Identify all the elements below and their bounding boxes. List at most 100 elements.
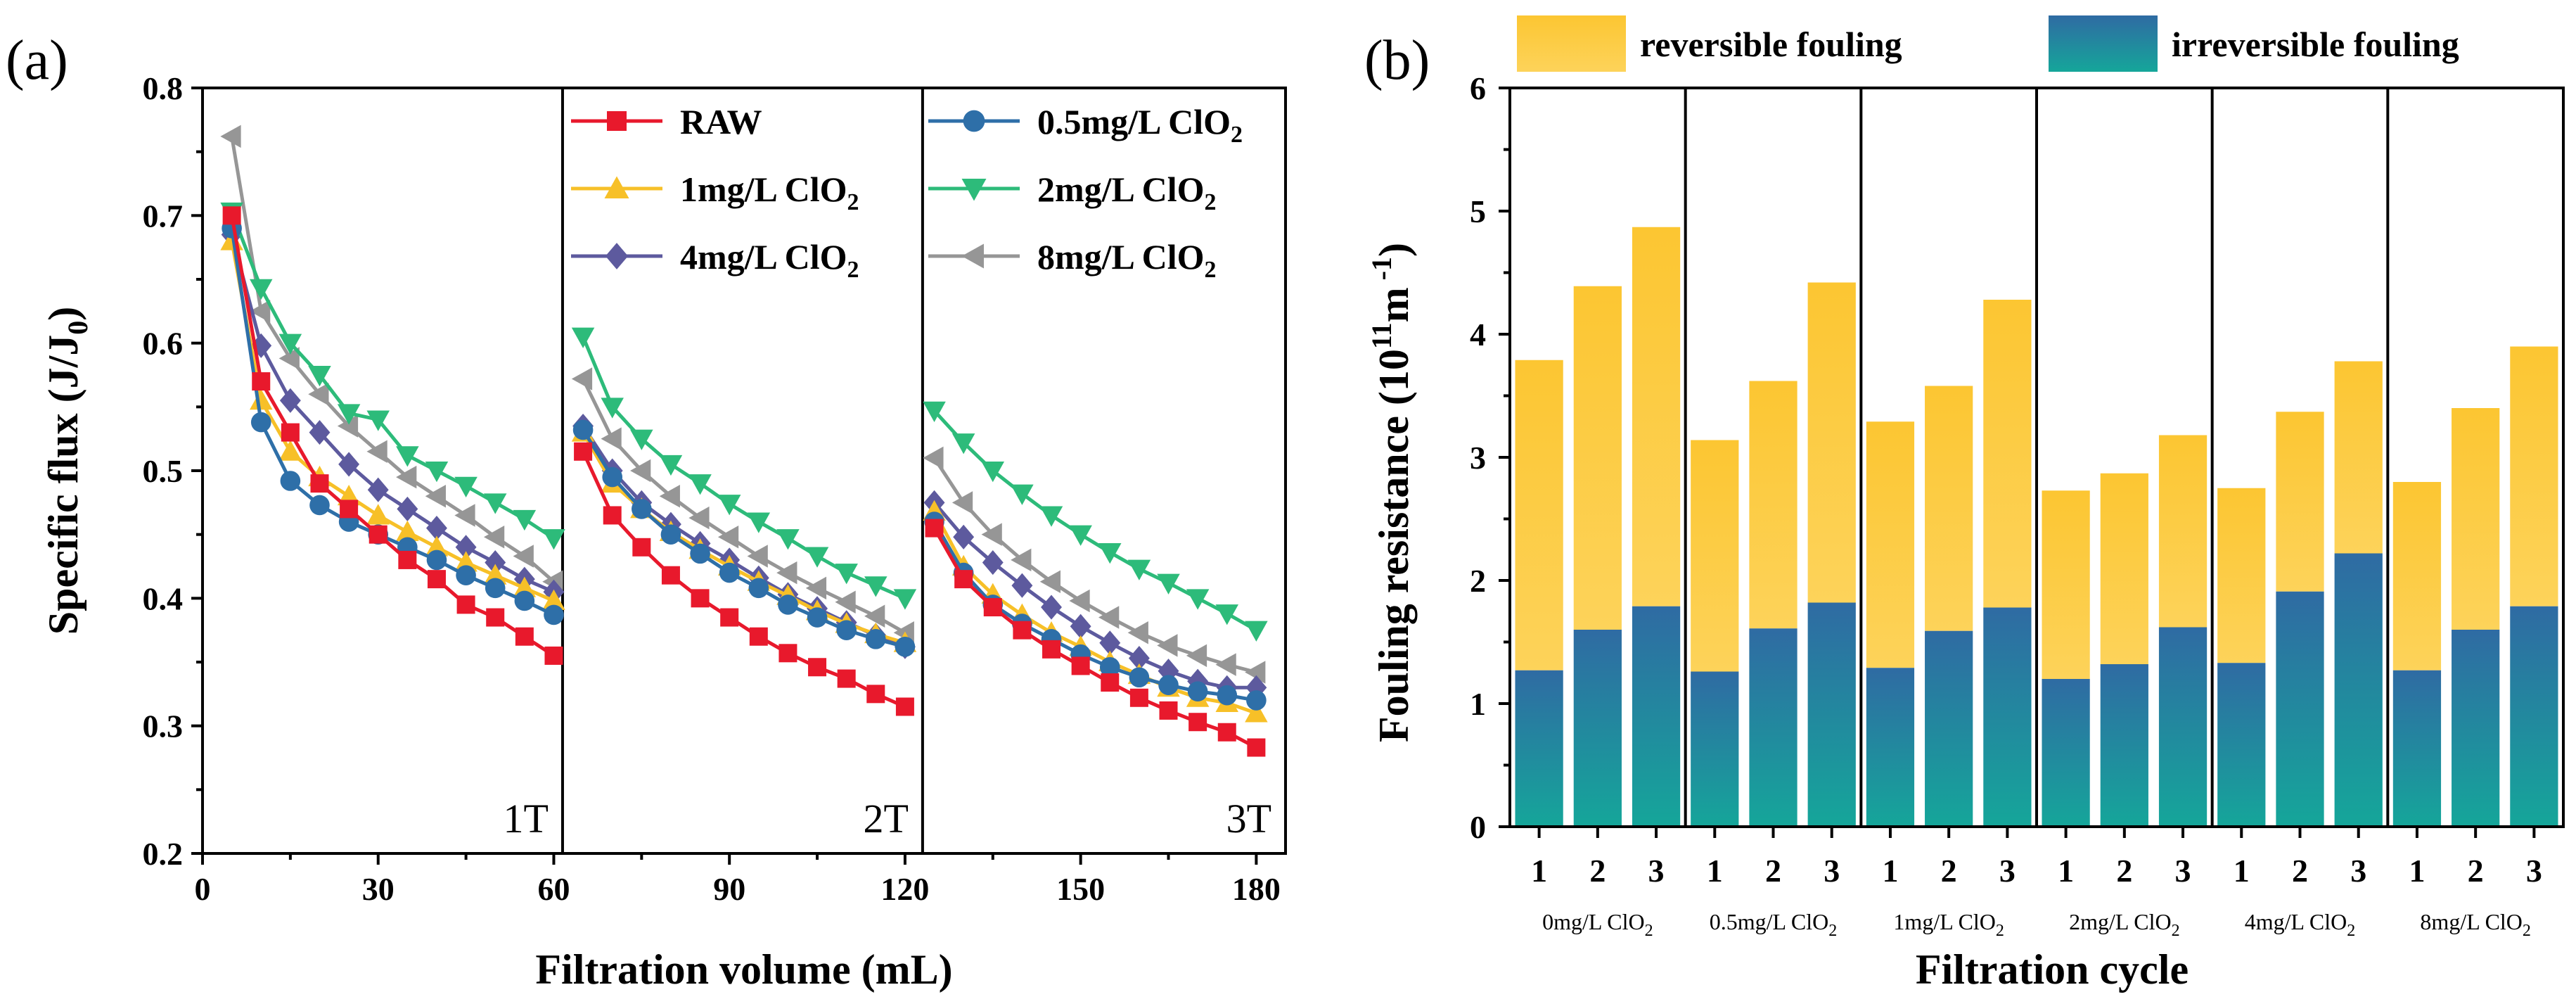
panel-a-y-tick-label: 0.8	[143, 70, 184, 106]
panel-a-x-tick-label: 180	[1232, 871, 1281, 907]
data-point	[1098, 606, 1120, 629]
data-point	[278, 333, 302, 355]
panel-b-group-label-sub: 2	[1996, 922, 2004, 940]
data-point	[483, 526, 505, 549]
data-point	[454, 551, 478, 572]
panel-b-group-label-main: 1mg/L ClO	[1893, 909, 1995, 934]
irreversible-bar	[1925, 630, 1973, 827]
legend-label-main: 4mg/L ClO	[680, 237, 847, 277]
data-point	[1188, 713, 1207, 732]
panel-b-group-label-sub: 2	[2523, 922, 2531, 940]
data-point	[369, 525, 387, 544]
legend-marker	[961, 243, 984, 269]
data-point	[1157, 634, 1178, 657]
panel-a: (a) 0 30 60 90 120 150 180 0.2 0.3 0.4 0.5 0.6 0.7 0.…	[6, 30, 1287, 993]
data-point	[951, 491, 973, 514]
irreversible-bar	[2217, 663, 2266, 827]
irreversible-bar	[2042, 679, 2090, 827]
data-point	[425, 535, 449, 557]
panel-a-x-tick-label: 90	[713, 871, 745, 907]
reversible-bar	[2276, 412, 2324, 592]
panel-a-y-tick-label: 0.2	[143, 836, 184, 872]
data-point	[249, 279, 273, 300]
panel-b-y-tick-label: 2	[1470, 563, 1486, 599]
panel-b-cycle-label: 2	[1765, 853, 1781, 889]
data-point	[309, 420, 331, 445]
panel-b-group-label-main: 8mg/L ClO	[2420, 909, 2522, 934]
data-point	[1099, 656, 1120, 678]
panel-a-segment-label: 3T	[1226, 796, 1271, 841]
panel-b-y-axis-label-sup2: -1	[1366, 257, 1397, 287]
data-point	[485, 550, 506, 576]
data-point	[367, 477, 389, 502]
series-line	[581, 336, 906, 600]
reversible-bar	[2334, 361, 2383, 554]
data-point	[338, 452, 360, 477]
data-point	[1127, 559, 1151, 580]
reversible-bar	[1749, 381, 1798, 629]
panel-b-label: (b)	[1364, 30, 1430, 91]
data-point	[630, 459, 651, 483]
legend-label-sub: 2	[847, 189, 859, 215]
panel-a-y-axis-label-tail: )	[40, 307, 86, 321]
irreversible-bar	[1866, 668, 1915, 827]
panel-b-y-axis-label: Fouling resistance (1011m -1)	[1366, 243, 1417, 742]
data-point	[514, 590, 535, 611]
panel-a-series	[220, 125, 1268, 757]
data-point	[1011, 548, 1032, 572]
irreversible-bar	[1632, 606, 1681, 827]
panel-a-y-tick-label: 0.3	[143, 708, 184, 744]
panel-a-y-tick-label: 0.5	[143, 453, 184, 489]
data-point	[1041, 595, 1062, 620]
panel-b-cycle-label: 3	[1999, 853, 2016, 889]
data-point	[864, 576, 887, 597]
data-point	[866, 685, 885, 704]
panel-a-y-tick-label: 0.7	[143, 198, 184, 234]
panel-b-group-label-main: 4mg/L ClO	[2245, 909, 2347, 934]
data-point	[1217, 723, 1236, 742]
panel-b-cycle-label: 1	[2234, 853, 2250, 889]
data-point	[747, 512, 771, 533]
panel-b-y-tick-label: 6	[1470, 70, 1486, 106]
panel-b-cycle-label: 2	[1589, 853, 1606, 889]
data-point	[1187, 681, 1208, 702]
data-point	[778, 644, 797, 663]
reversible-bar	[2042, 490, 2090, 679]
data-point	[454, 476, 478, 498]
data-point	[659, 455, 683, 476]
irreversible-bar	[2452, 630, 2500, 827]
data-point	[249, 389, 273, 410]
panel-b-y-tick-label: 3	[1470, 440, 1486, 476]
data-point	[893, 589, 917, 610]
data-point	[1129, 667, 1150, 688]
panel-b-cycle-label: 3	[2175, 853, 2191, 889]
data-point	[1245, 661, 1266, 684]
legend-swatch	[2049, 15, 2158, 72]
legend-label-main: RAW	[680, 102, 762, 141]
panel-b-cycle-label: 2	[1941, 853, 1957, 889]
data-point	[427, 570, 446, 589]
data-point	[661, 566, 680, 585]
reversible-bar	[2452, 408, 2500, 630]
irreversible-bar	[1749, 628, 1798, 827]
panel-a-label: (a)	[6, 30, 68, 91]
data-point	[1217, 685, 1238, 706]
legend-label: irreversible fouling	[2172, 25, 2459, 64]
panel-a-y-axis-label-sub: 0	[62, 321, 94, 335]
series-line	[933, 527, 1257, 749]
legend-marker	[605, 243, 629, 269]
panel-b-y-tick-label: 4	[1470, 317, 1486, 352]
irreversible-bar	[2158, 627, 2207, 827]
data-point	[837, 669, 856, 688]
panel-b-y-tick-label: 5	[1470, 193, 1486, 229]
data-point	[659, 485, 680, 508]
reversible-bar	[2158, 435, 2207, 628]
data-point	[981, 523, 1002, 546]
data-point	[717, 526, 739, 549]
data-point	[895, 697, 914, 716]
series-line	[230, 211, 555, 540]
irreversible-bar	[1691, 671, 1739, 827]
data-point	[1039, 506, 1063, 527]
